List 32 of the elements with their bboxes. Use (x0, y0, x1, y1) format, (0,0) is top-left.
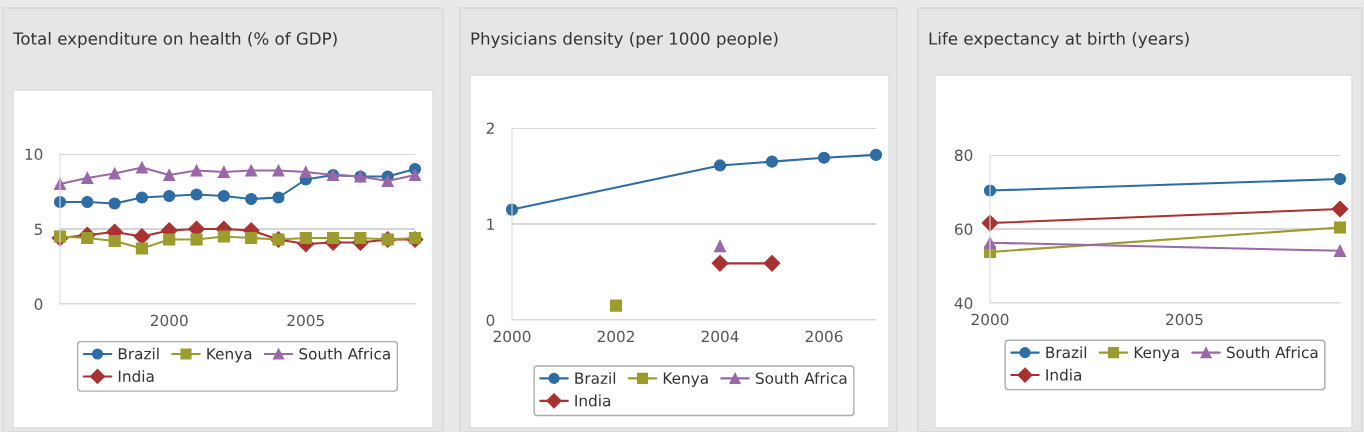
y-tick-label: 10 (25, 148, 43, 161)
x-tick-label: 2000 (493, 330, 531, 343)
x-tick-label: 2002 (597, 330, 634, 343)
x-tick-label: 2005 (1166, 313, 1203, 326)
legend-label: South Africa (755, 372, 847, 384)
legend-label: India (1046, 368, 1081, 381)
legend-label: Brazil (575, 372, 616, 384)
x-tick-label: 2000 (971, 313, 1009, 326)
legend-label: Kenya (1134, 346, 1179, 362)
x-tick-label: 2005 (287, 314, 324, 327)
x-tick-label: 2000 (150, 314, 188, 327)
legend-label: South Africa (1226, 346, 1318, 359)
x-tick-label: 2006 (805, 330, 843, 343)
chart-title: Life expectancy at birth (years) (929, 31, 1189, 49)
y-tick-label: 0 (486, 314, 495, 327)
legend-label: Brazil (1046, 346, 1087, 359)
chart-title: Total expenditure on health (% of GDP) (12, 31, 337, 49)
y-tick-label: 80 (954, 149, 973, 162)
legend-label: Kenya (663, 372, 708, 387)
y-tick-label: 0 (34, 298, 43, 311)
legend-label: India (118, 370, 154, 382)
x-tick-label: 2004 (701, 330, 739, 343)
legend-label: India (575, 394, 610, 407)
y-tick-label: 2 (486, 122, 494, 134)
y-tick-label: 60 (954, 223, 973, 236)
legend-label: South Africa (299, 347, 390, 360)
legend-label: Kenya (207, 348, 252, 363)
y-tick-label: 40 (954, 297, 973, 310)
chart-title: Physicians density (per 1000 people) (471, 31, 778, 49)
y-tick-label: 5 (34, 223, 42, 236)
legend-label: Brazil (118, 347, 159, 360)
y-tick-label: 1 (487, 218, 494, 230)
